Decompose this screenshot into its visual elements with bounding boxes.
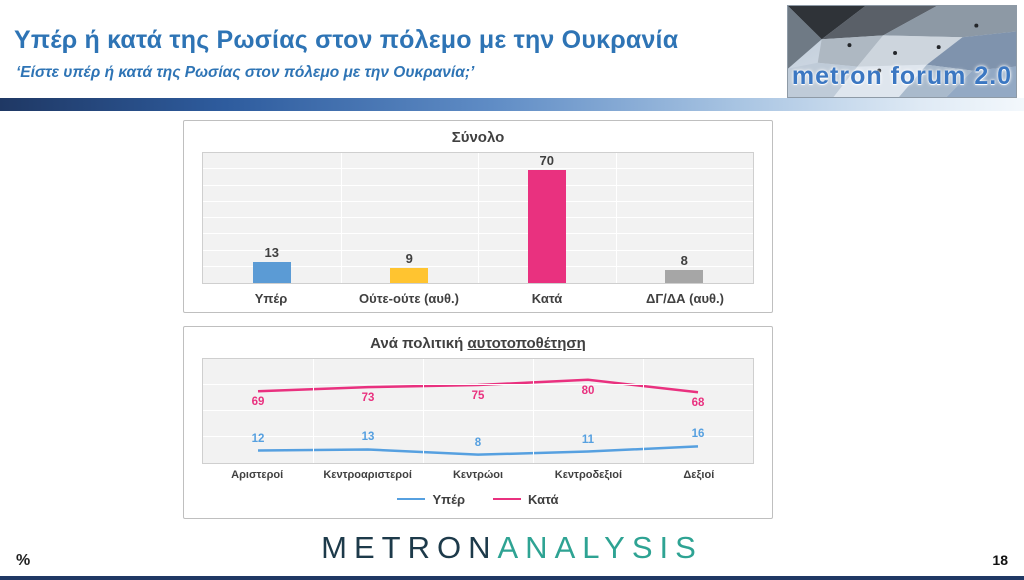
legend-label: Υπέρ	[432, 491, 466, 507]
bar-value-label: 13	[264, 244, 279, 260]
bar-column: 8	[616, 153, 754, 283]
gridline-vertical	[340, 153, 342, 283]
line-value-label: 80	[581, 384, 595, 397]
gridline-vertical	[478, 153, 479, 283]
bar-column: 70	[478, 153, 616, 283]
legend-label: Κατά	[528, 491, 559, 507]
logo-mosaic-image	[788, 6, 1016, 97]
gridline	[203, 384, 753, 385]
bar	[252, 261, 291, 283]
line-value-label: 8	[474, 436, 482, 449]
line-chart-categories: Αριστεροί Κεντροαριστεροί Κεντρώοι Κεντροδε…	[202, 464, 754, 486]
bar-category-label: ΔΓ/ΔΑ (αυθ.)	[646, 290, 724, 306]
bar-chart-plot: 13 9 70 8	[202, 152, 754, 284]
legend-line-swatch	[493, 498, 522, 500]
bar	[390, 268, 429, 283]
line-category-label: Κεντροδεξιοί	[554, 469, 623, 481]
metron-analysis-logo: METRONANALYSIS	[0, 530, 1024, 566]
gridline-vertical	[615, 153, 617, 283]
bar-category-label: Υπέρ	[254, 290, 288, 306]
line-value-label: 13	[361, 431, 375, 444]
line-category-label: Κεντρώοι	[452, 469, 504, 481]
brand-primary: METRON	[321, 530, 498, 565]
line-chart-title-prefix: Ανά πολιτική	[370, 335, 468, 352]
line-value-label: 69	[251, 396, 265, 409]
line-category-label: Κεντροαριστεροί	[323, 469, 412, 481]
bar-category-label: Κατά	[531, 290, 563, 306]
line-value-label: 73	[361, 392, 375, 405]
line-chart-title-underlined: αυτοτοποθέτηση	[467, 335, 586, 352]
brand-secondary: ANALYSIS	[497, 530, 703, 565]
line-chart-plot: 12 13 8 11 16 69 73 75 80 68	[202, 358, 754, 464]
total-chart-panel: Σύνολο 13 9 70 8 Υπέρ Ούτε-ούτε (αυθ.) Κατά ΔΓ…	[183, 120, 773, 313]
gridline-vertical	[313, 359, 314, 463]
legend-line-swatch	[397, 498, 426, 500]
gridline	[203, 436, 753, 437]
line-category-label: Δεξιοί	[683, 469, 715, 481]
gridline	[203, 410, 753, 411]
metron-forum-logo: metron forum 2.0	[787, 5, 1017, 98]
legend-item: Υπέρ	[397, 492, 465, 507]
bar-chart-categories: Υπέρ Ούτε-ούτε (αυθ.) Κατά ΔΓ/ΔΑ (αυθ.)	[202, 284, 754, 312]
line-value-label: 75	[471, 390, 485, 402]
slide-title: Υπέρ ή κατά της Ρωσίας στον πόλεμο με τη…	[14, 26, 679, 54]
bar-column: 9	[341, 153, 479, 283]
bottom-accent-strip	[0, 576, 1024, 580]
line-chart-title: Ανά πολιτική αυτοτοποθέτηση	[194, 332, 762, 356]
line-chart-legend: Υπέρ Κατά	[194, 486, 762, 512]
logo-text: metron forum 2.0	[791, 62, 1013, 90]
line-value-label: 16	[691, 428, 705, 441]
line-category-label: Αριστεροί	[231, 469, 284, 481]
slide-subtitle: ‘Είστε υπέρ ή κατά της Ρωσίας στον πόλεμ…	[16, 64, 475, 81]
page-number: 18	[992, 552, 1008, 568]
political-chart-panel: Ανά πολιτική αυτοτοποθέτηση 12 13 8 11 16 69 7…	[183, 326, 773, 519]
bar-value-label: 8	[680, 253, 688, 268]
header-divider-bar	[0, 98, 1024, 111]
legend-item: Κατά	[493, 492, 559, 507]
gridline-vertical	[643, 359, 644, 463]
line-chart-svg	[203, 359, 753, 463]
gridline-vertical	[423, 359, 424, 463]
line-series-Υπέρ	[258, 446, 698, 454]
bar-chart-title: Σύνολο	[451, 129, 505, 146]
percent-symbol: %	[16, 552, 31, 569]
line-value-label: 11	[581, 433, 595, 446]
line-series-Κατά	[258, 380, 698, 392]
bar-value-label: 9	[405, 251, 413, 267]
bar-column: 13	[203, 153, 341, 283]
bar	[665, 270, 704, 283]
line-value-label: 68	[691, 397, 705, 410]
bar	[527, 170, 566, 283]
line-value-label: 12	[251, 432, 265, 445]
bar-value-label: 70	[539, 153, 554, 168]
bar-category-label: Ούτε-ούτε (αυθ.)	[359, 290, 459, 306]
gridline-vertical	[533, 359, 534, 463]
